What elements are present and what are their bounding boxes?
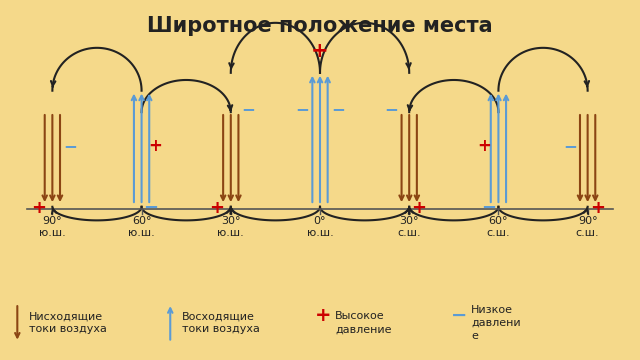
Text: +: + (589, 199, 605, 217)
Text: 90°
с.ш.: 90° с.ш. (576, 216, 600, 238)
Text: −: − (331, 100, 345, 118)
Text: −: − (385, 100, 398, 118)
Text: −: − (563, 137, 577, 155)
Text: +: + (209, 199, 224, 217)
Text: Восходящие
токи воздуха: Восходящие токи воздуха (182, 311, 260, 334)
Text: +: + (412, 199, 426, 217)
Text: −: − (481, 199, 497, 217)
Text: Высокое
давление: Высокое давление (335, 311, 392, 334)
Text: +: + (477, 137, 492, 155)
Text: Низкое
давлени
е: Низкое давлени е (471, 305, 521, 341)
Text: −: − (295, 100, 309, 118)
Text: 90°
ю.ш.: 90° ю.ш. (39, 216, 66, 238)
Text: Нисходящие
токи воздуха: Нисходящие токи воздуха (29, 311, 107, 334)
Text: −: − (63, 137, 77, 155)
Text: 30°
с.ш.: 30° с.ш. (397, 216, 421, 238)
Text: −: − (242, 100, 255, 118)
Text: +: + (148, 137, 163, 155)
Text: +: + (311, 41, 329, 62)
Text: Широтное положение места: Широтное положение места (147, 16, 493, 36)
Text: 60°
ю.ш.: 60° ю.ш. (128, 216, 155, 238)
Text: 30°
ю.ш.: 30° ю.ш. (218, 216, 244, 238)
Text: −: − (451, 306, 467, 325)
Text: +: + (31, 199, 46, 217)
Text: +: + (315, 306, 332, 325)
Text: 0°
ю.ш.: 0° ю.ш. (307, 216, 333, 238)
Text: 60°
с.ш.: 60° с.ш. (486, 216, 510, 238)
Text: −: − (143, 199, 159, 217)
